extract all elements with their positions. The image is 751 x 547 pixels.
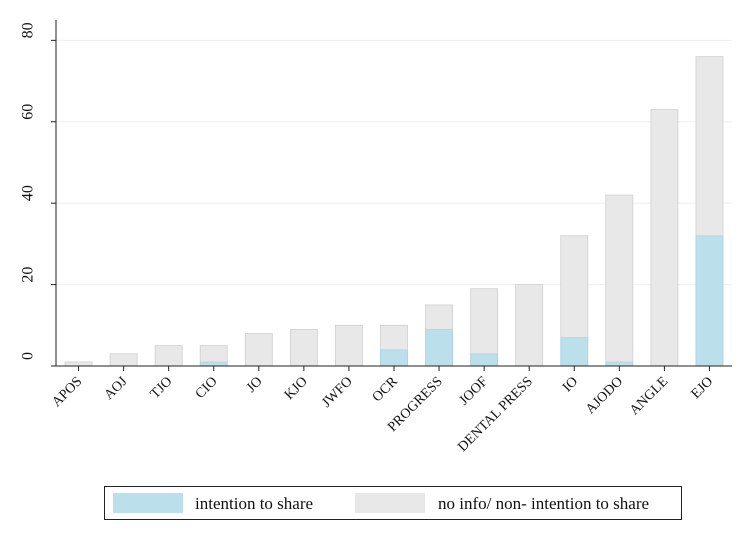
bar-no-info-segment [380,324,408,351]
x-category-label: EJO [689,374,717,402]
bar-intention-segment [380,349,408,367]
bar-intention-segment [605,361,634,367]
legend-label-no-info: no info/ non- intention to share [438,494,650,513]
bar-no-info-segment [470,288,499,355]
x-category-label: AJODO [583,374,626,417]
x-category-label: APOS [49,374,85,410]
y-tick-label: 80 [20,22,37,38]
y-tick-label: 20 [20,267,37,283]
bar-intention-segment [199,361,228,367]
bar-intention-segment [560,337,589,367]
legend-swatch-no-info [355,493,425,513]
bars [64,56,724,367]
y-tick-label: 0 [20,352,37,360]
x-category-label: AOJ [102,374,131,403]
bar-intention-segment [470,353,499,367]
x-category-label: IO [560,374,581,395]
x-category-label: TJO [148,374,176,402]
x-category-label: JOOF [457,374,491,408]
bar-intention-segment [425,328,453,367]
bar-no-info-segment [109,353,138,367]
x-category-label: JWFO [319,374,355,410]
bar-no-info-segment [154,345,183,367]
bar-no-info-segment [244,333,273,367]
legend: intention to share no info/ non- intenti… [104,486,682,520]
x-category-label: CIO [193,374,221,402]
bar-no-info-segment [289,328,318,367]
bar-no-info-segment [335,324,363,367]
x-category-label: OCR [370,374,401,405]
bar-no-info-segment [515,284,544,367]
bar-no-info-segment [425,304,453,330]
bar-no-info-segment [605,194,634,363]
bar-intention-segment [695,235,724,367]
legend-swatch-intention [113,493,183,513]
legend-label-intention: intention to share [195,494,314,513]
y-axis-ticks: 0 20 40 60 80 [20,22,56,367]
bar-no-info-segment [650,109,679,367]
x-category-label: ANGLE [627,374,671,418]
x-category-label: KJO [282,374,311,403]
bar-no-info-segment [199,345,228,363]
y-tick-label: 60 [20,104,37,120]
x-category-label: JO [244,374,266,396]
bar-no-info-segment [560,235,589,338]
y-tick-label: 40 [20,185,37,201]
bar-no-info-segment [695,56,724,237]
bar-no-info-segment [64,361,93,367]
